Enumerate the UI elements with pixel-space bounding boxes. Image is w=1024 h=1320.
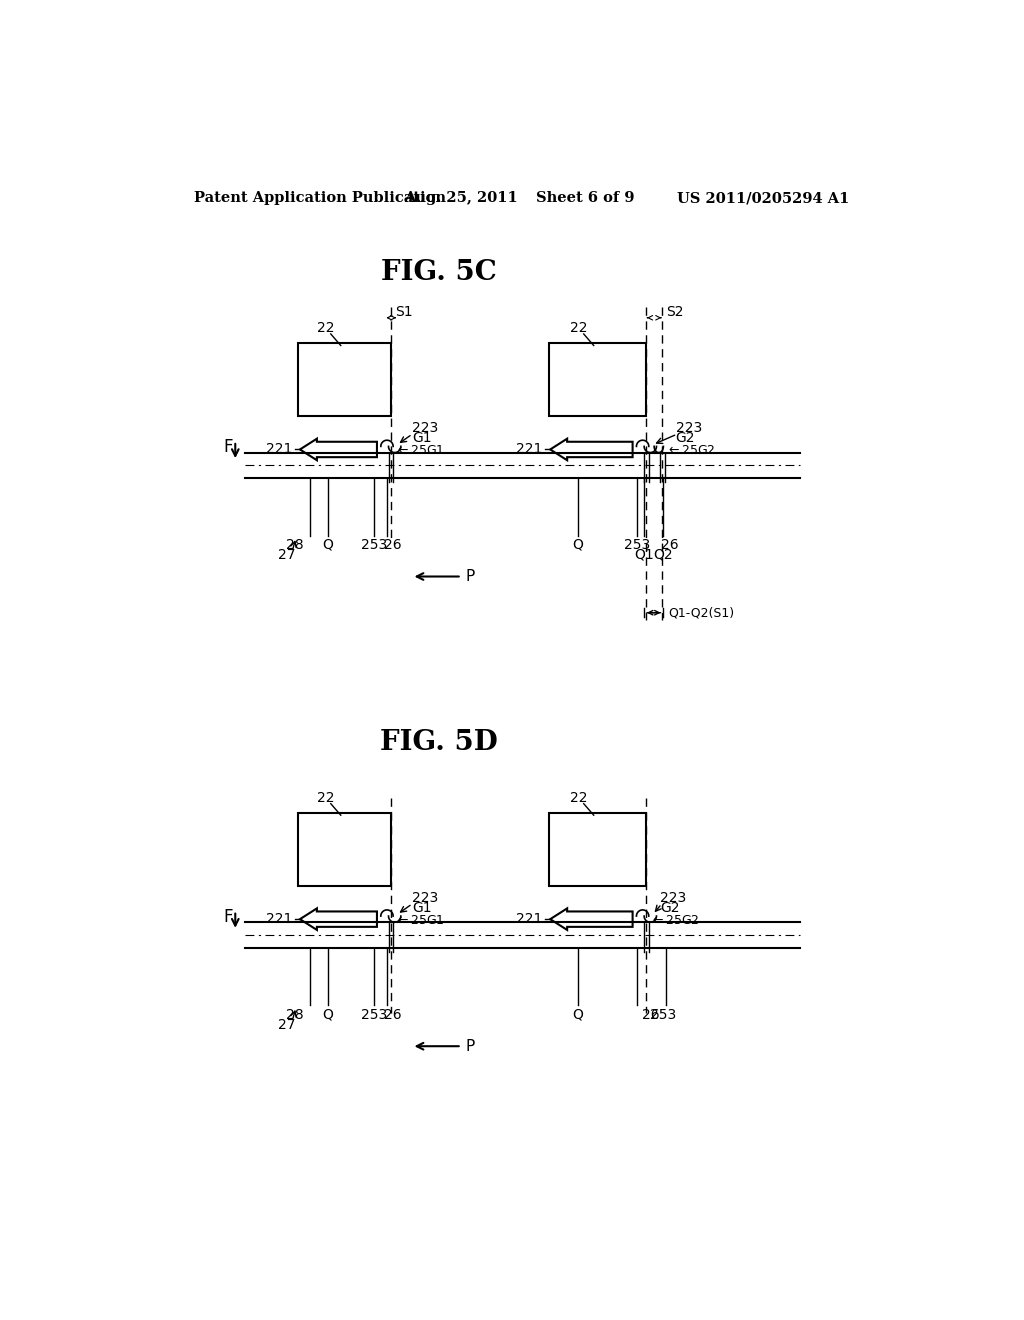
Text: 22: 22 [316,791,334,804]
Text: Q2: Q2 [653,548,673,562]
Text: G1: G1 [413,900,432,915]
Text: 28: 28 [286,539,303,552]
Text: Q: Q [323,539,333,552]
Bar [298,343,391,416]
Text: Q: Q [572,1007,584,1022]
Text: Q1: Q1 [634,548,654,562]
Text: G2: G2 [676,430,695,445]
Text: 27: 27 [279,1018,296,1032]
Text: $\leftarrow$25G2: $\leftarrow$25G2 [650,915,699,927]
Text: 221: 221 [516,912,543,927]
Text: F: F [223,908,233,925]
Text: 221: 221 [266,912,292,927]
Text: 221: 221 [266,442,292,457]
Text: 253: 253 [624,539,650,552]
Text: Aug. 25, 2011: Aug. 25, 2011 [403,191,518,206]
Text: G1: G1 [413,430,432,445]
FancyArrow shape [550,908,633,929]
Text: 27: 27 [279,548,296,562]
Text: 253: 253 [360,1007,387,1022]
Text: S2: S2 [666,305,683,319]
Text: Q: Q [323,1007,333,1022]
Text: P: P [466,569,475,583]
Text: P: P [466,1039,475,1053]
Text: 26: 26 [384,1007,402,1022]
Text: US 2011/0205294 A1: US 2011/0205294 A1 [677,191,850,206]
Text: $\leftarrow$25G1: $\leftarrow$25G1 [394,915,444,927]
Text: 22: 22 [569,791,587,804]
Text: $\leftarrow$25G1: $\leftarrow$25G1 [394,445,444,458]
Text: 26: 26 [384,539,402,552]
Text: 223: 223 [413,891,438,904]
FancyArrow shape [300,908,377,929]
Text: 253: 253 [360,539,387,552]
Text: F: F [223,438,233,457]
Text: S1: S1 [394,305,413,319]
Text: 221: 221 [516,442,543,457]
Text: FIG. 5D: FIG. 5D [380,729,498,755]
FancyArrow shape [550,438,633,461]
Bar [549,813,646,886]
Text: 223: 223 [676,421,702,434]
Text: Q: Q [572,539,584,552]
Text: Q1-Q2(S1): Q1-Q2(S1) [668,606,734,619]
Text: 26: 26 [642,1007,659,1022]
Text: Sheet 6 of 9: Sheet 6 of 9 [537,191,635,206]
Text: 223: 223 [413,421,438,434]
Bar [298,813,391,886]
Text: Patent Application Publication: Patent Application Publication [194,191,445,206]
Text: G2: G2 [660,900,680,915]
Text: 28: 28 [286,1007,303,1022]
Text: 253: 253 [650,1007,677,1022]
Text: FIG. 5C: FIG. 5C [381,259,497,286]
Text: 22: 22 [316,321,334,335]
Text: $\leftarrow$25G2: $\leftarrow$25G2 [666,445,716,458]
Text: 22: 22 [569,321,587,335]
FancyArrow shape [300,438,377,461]
Text: 26: 26 [660,539,678,552]
Text: 223: 223 [660,891,686,904]
Bar [549,343,646,416]
